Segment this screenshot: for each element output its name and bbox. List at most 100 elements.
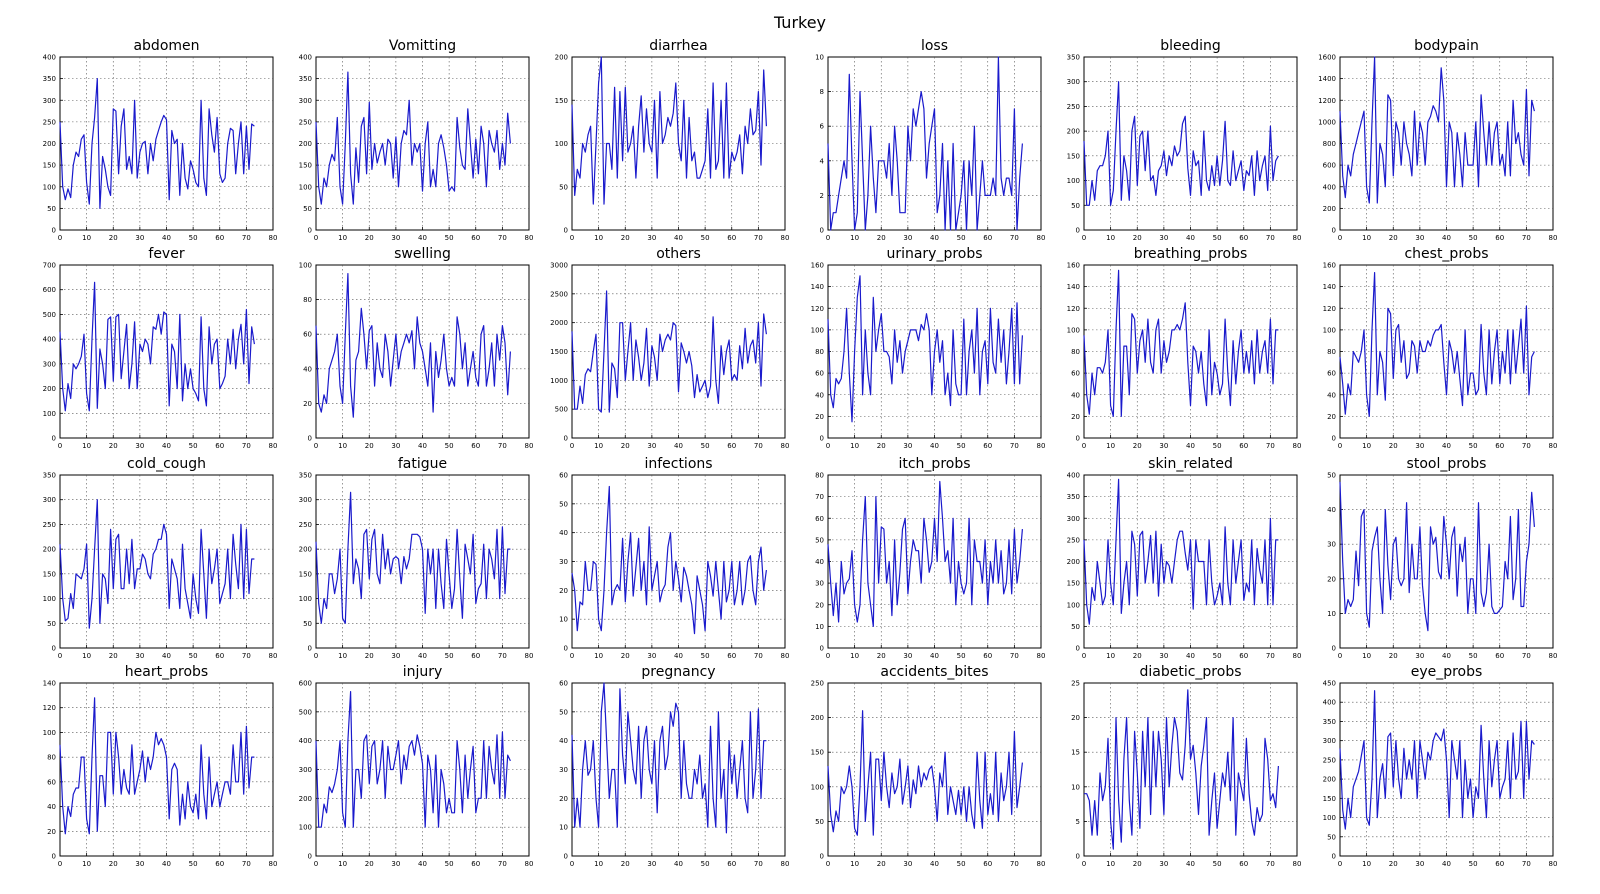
x-tick-label: 20	[877, 234, 886, 242]
x-tick-label: 40	[162, 652, 171, 660]
x-tick-label: 0	[314, 442, 318, 450]
x-tick-label: 80	[1293, 442, 1302, 450]
subplot-injury: 0 10 20 30 40 50 60 70 80 0 100 200 300 400 500 600 inju…	[299, 664, 534, 868]
y-tick-label: 400	[1323, 699, 1336, 707]
subplot-vomitting: 0 10 20 30 40 50 60 70 80 0 50 100 150 200 250 300 350 40…	[299, 38, 534, 242]
subplot-title: abdomen	[133, 38, 199, 54]
series-line-others	[571, 290, 767, 413]
subplot-others: 0 10 20 30 40 50 60 70 80 0 500 1000 1500 2000 2500 300…	[550, 246, 789, 450]
x-tick-label: 60	[727, 442, 736, 450]
subplot-breathing-probs: 0 10 20 30 40 50 60 70 80 0 20 40 60 80 100 120 140 160 br…	[1067, 246, 1302, 450]
y-tick-label: 0	[564, 645, 568, 653]
x-tick-label: 60	[1495, 860, 1504, 868]
x-tick-label: 50	[445, 234, 454, 242]
y-tick-label: 0	[564, 853, 568, 861]
x-tick-label: 0	[570, 860, 574, 868]
x-tick-label: 40	[418, 234, 427, 242]
x-tick-label: 60	[215, 442, 224, 450]
x-tick-label: 20	[109, 652, 118, 660]
subplot-title: breathing_probs	[1134, 246, 1248, 262]
y-tick-label: 200	[1323, 205, 1336, 213]
y-tick-label: 80	[815, 348, 824, 356]
y-tick-label: 100	[811, 326, 824, 334]
series-line-bleeding	[1083, 81, 1279, 206]
x-tick-label: 40	[162, 234, 171, 242]
y-tick-label: 100	[299, 183, 312, 191]
x-tick-label: 20	[365, 442, 374, 450]
x-tick-label: 70	[1522, 442, 1531, 450]
x-tick-label: 10	[82, 442, 91, 450]
subplot-title: fever	[148, 246, 184, 262]
x-tick-label: 40	[1186, 234, 1195, 242]
x-tick-label: 10	[850, 234, 859, 242]
y-tick-label: 0	[1332, 227, 1336, 235]
y-tick-label: 350	[1067, 54, 1080, 62]
subplot-title: swelling	[394, 246, 451, 262]
y-tick-label: 30	[559, 558, 568, 566]
x-tick-label: 20	[1133, 652, 1142, 660]
y-tick-label: 40	[1071, 391, 1080, 399]
y-tick-label: 350	[299, 472, 312, 480]
x-tick-label: 70	[242, 652, 251, 660]
subplot-itch-probs: 0 10 20 30 40 50 60 70 80 0 10 20 30 40 50 60 70 80 itch_p…	[815, 456, 1045, 660]
subplot-abdomen: 0 10 20 30 40 50 60 70 80 0 50 100 150 200 250 300 350 40…	[43, 38, 278, 242]
x-tick-label: 40	[418, 652, 427, 660]
x-tick-label: 30	[1159, 442, 1168, 450]
y-tick-label: 10	[1327, 610, 1336, 618]
y-tick-label: 15	[1071, 749, 1080, 757]
subplot-title: Vomitting	[389, 38, 456, 54]
y-tick-label: 20	[1327, 575, 1336, 583]
x-tick-label: 30	[903, 234, 912, 242]
series-line-infections	[571, 485, 767, 635]
y-tick-label: 50	[1327, 833, 1336, 841]
x-tick-label: 40	[674, 442, 683, 450]
subplot-title: eye_probs	[1411, 664, 1483, 680]
subplot-title: others	[656, 246, 701, 262]
y-tick-label: 80	[1327, 348, 1336, 356]
x-tick-label: 30	[903, 860, 912, 868]
y-tick-label: 160	[1067, 262, 1080, 270]
x-tick-label: 20	[877, 652, 886, 660]
x-tick-label: 20	[1133, 234, 1142, 242]
y-tick-label: 150	[555, 97, 568, 105]
y-tick-label: 0	[1076, 227, 1080, 235]
y-tick-label: 20	[559, 795, 568, 803]
x-tick-label: 70	[1010, 860, 1019, 868]
y-tick-label: 150	[1323, 795, 1336, 803]
subplot-loss: 0 10 20 30 40 50 60 70 80 0 2 4 6 8 10 loss	[815, 38, 1045, 242]
y-tick-label: 80	[815, 472, 824, 480]
subplot-skin-related: 0 10 20 30 40 50 60 70 80 0 50 100 150 200 250 300 350 40…	[1067, 456, 1302, 660]
subplot-infections: 0 10 20 30 40 50 60 70 80 0 10 20 30 40 50 60 infections	[559, 456, 789, 660]
y-tick-label: 0	[308, 227, 312, 235]
x-tick-label: 70	[1010, 234, 1019, 242]
x-tick-label: 30	[135, 234, 144, 242]
x-tick-label: 30	[647, 442, 656, 450]
x-tick-label: 30	[391, 234, 400, 242]
y-tick-label: 400	[299, 54, 312, 62]
plot-area	[59, 474, 274, 649]
y-tick-label: 0	[1332, 853, 1336, 861]
subplot-pregnancy: 0 10 20 30 40 50 60 70 80 0 10 20 30 40 50 60 pregnancy	[559, 664, 789, 868]
subplot-title: skin_related	[1148, 456, 1233, 472]
x-tick-label: 80	[269, 234, 278, 242]
x-tick-label: 70	[1522, 860, 1531, 868]
y-tick-label: 300	[299, 496, 312, 504]
y-tick-label: 0	[1332, 645, 1336, 653]
series-line-itch-probs	[827, 480, 1023, 628]
y-tick-label: 0	[1076, 853, 1080, 861]
y-tick-label: 250	[299, 118, 312, 126]
y-tick-label: 150	[811, 749, 824, 757]
series-line-cold-cough	[59, 499, 255, 629]
y-tick-label: 0	[820, 435, 824, 443]
y-tick-label: 250	[1067, 536, 1080, 544]
x-tick-label: 40	[930, 234, 939, 242]
series-line-vomitting	[315, 71, 511, 205]
x-tick-label: 50	[701, 652, 710, 660]
y-tick-label: 40	[1327, 506, 1336, 514]
x-tick-label: 40	[930, 860, 939, 868]
x-tick-label: 40	[930, 442, 939, 450]
x-tick-label: 30	[135, 442, 144, 450]
x-tick-label: 60	[215, 652, 224, 660]
y-tick-label: 500	[43, 311, 56, 319]
series-line-urinary-probs	[827, 275, 1023, 423]
